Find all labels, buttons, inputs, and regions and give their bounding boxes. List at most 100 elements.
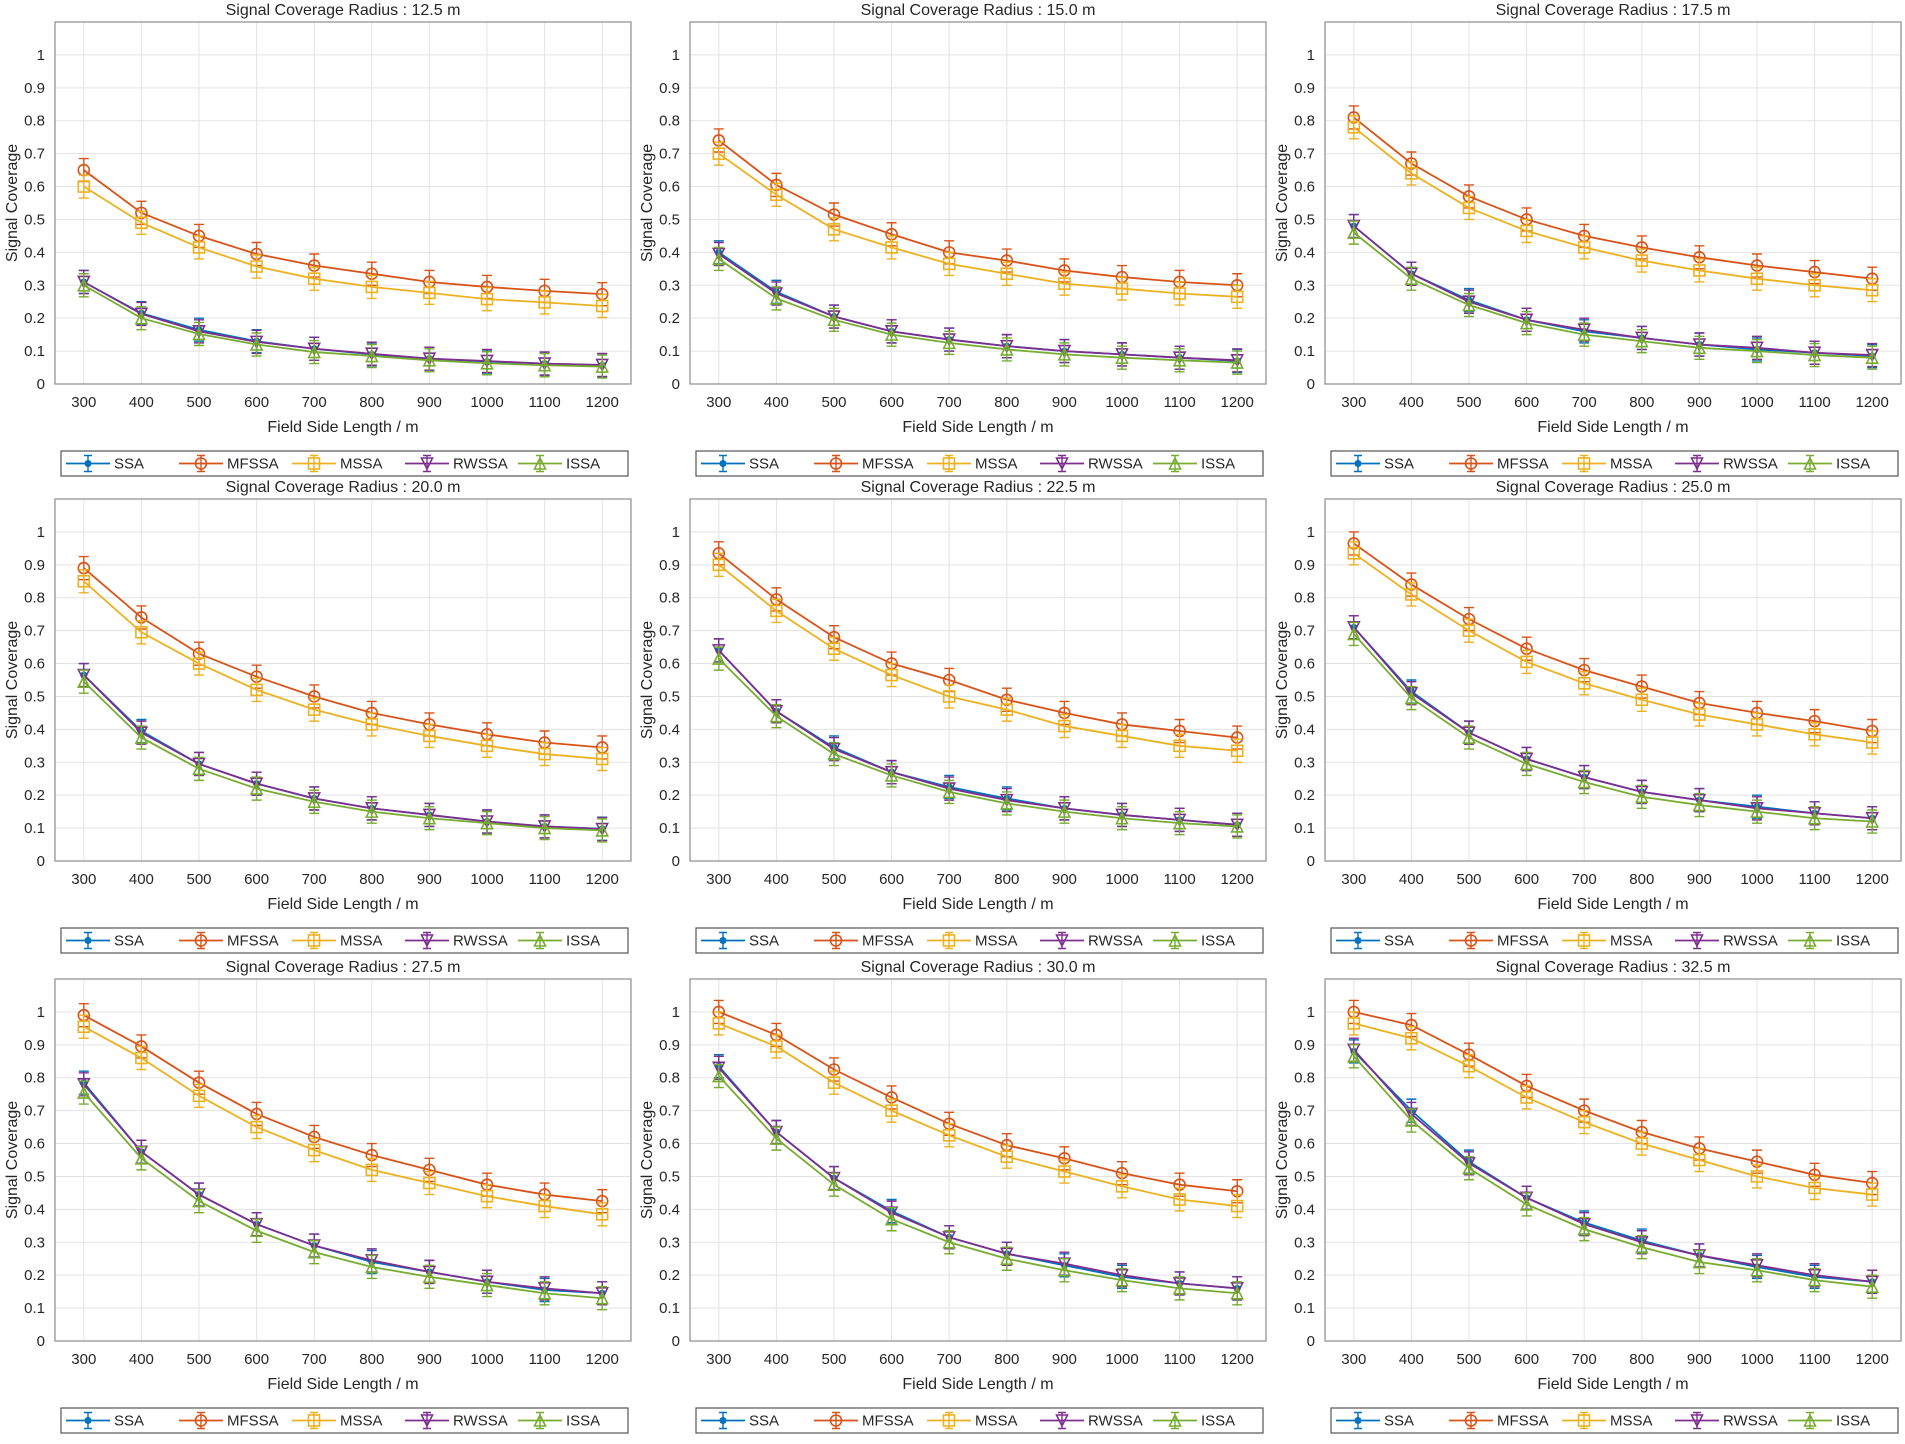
x-tick-label: 900	[1052, 394, 1077, 411]
y-tick-label: 0.8	[1294, 113, 1315, 130]
error-bar	[1464, 292, 1474, 318]
data-point-issa	[134, 730, 149, 744]
data-point-issa	[595, 823, 609, 837]
x-tick-label: 1200	[1221, 871, 1254, 888]
legend-8: SSA MFSSA MSSA RWSSA ISSA	[695, 1407, 1264, 1434]
legend-label: MSSA	[340, 933, 383, 950]
axes-box	[54, 498, 632, 862]
error-bar	[1521, 310, 1532, 336]
series-line-rwssa	[1353, 1049, 1873, 1283]
y-tick-label: 0.7	[24, 1103, 45, 1120]
legend-label: ISSA	[1836, 1413, 1870, 1430]
data-point-issa	[365, 1259, 379, 1274]
axes-box	[689, 498, 1267, 862]
x-tick-label: 600	[879, 871, 904, 888]
y-tick-label: 0.8	[659, 1070, 680, 1087]
legend-label: RWSSA	[453, 1413, 508, 1430]
error-bar	[1117, 806, 1127, 831]
data-point-issa	[422, 1269, 437, 1284]
error-bar	[136, 1146, 147, 1171]
error-bar	[539, 353, 550, 378]
y-tick-label: 0.8	[1294, 590, 1315, 607]
data-point-mssa	[1462, 201, 1476, 215]
x-tick-label: 800	[1629, 871, 1654, 888]
y-tick-label: 0.7	[659, 1103, 680, 1120]
error-bar	[78, 669, 89, 694]
data-point-mssa	[135, 625, 148, 639]
y-tick-label: 0.4	[24, 1201, 45, 1218]
y-tick-label: 1	[672, 1004, 680, 1021]
y-tick-label: 0.6	[1294, 656, 1315, 673]
data-point-issa	[1057, 347, 1072, 361]
error-bar	[1464, 1053, 1474, 1079]
error-bar	[1348, 541, 1359, 566]
legend-marker-mfssa	[829, 457, 843, 470]
data-point-mssa	[1405, 588, 1418, 601]
legend-label: SSA	[114, 456, 144, 473]
data-point-issa	[134, 1151, 149, 1165]
data-point-mssa	[1865, 736, 1879, 749]
data-point-mssa	[1115, 729, 1129, 743]
error-bar	[713, 246, 724, 272]
x-tick-label: 1000	[1740, 871, 1773, 888]
data-point-mssa	[1347, 546, 1361, 560]
error-bar	[886, 662, 897, 688]
legend-marker-rwssa	[1690, 934, 1704, 948]
data-point-mssa	[135, 1051, 148, 1065]
series-line-rwssa	[83, 1083, 603, 1295]
error-bar	[539, 741, 550, 767]
error-bar	[482, 1272, 492, 1298]
error-bar	[366, 343, 377, 369]
legend-label: RWSSA	[453, 456, 508, 473]
x-tick-label: 500	[1456, 871, 1481, 888]
error-bar	[1809, 1267, 1820, 1293]
y-tick-label: 0.4	[1294, 244, 1315, 261]
y-tick-label: 0.3	[24, 277, 45, 294]
data-point-issa	[942, 1234, 956, 1249]
legend-marker-ssa	[719, 937, 727, 944]
y-tick-label: 0.7	[24, 146, 45, 163]
x-tick-label: 1100	[1163, 1351, 1195, 1368]
subplot-title: Signal Coverage Radius : 20.0 m	[226, 479, 461, 496]
data-point-mssa	[423, 729, 436, 743]
legend-marker-rwssa	[1690, 457, 1704, 471]
x-tick-label: 600	[879, 1351, 904, 1368]
legend-marker-rwssa	[1055, 934, 1069, 948]
error-bar	[1232, 1193, 1243, 1219]
legend-marker-mfssa	[1464, 934, 1478, 947]
series-issa	[712, 246, 1244, 375]
x-tick-label: 400	[129, 871, 154, 888]
x-tick-label: 1000	[470, 1351, 503, 1368]
y-tick-label: 0.8	[24, 1070, 45, 1087]
y-tick-label: 0.6	[659, 656, 680, 673]
error-bar	[1636, 784, 1647, 810]
data-point-mssa	[1693, 708, 1706, 721]
data-point-mssa	[538, 1199, 551, 1213]
error-bar	[597, 818, 608, 843]
error-bar	[482, 1183, 492, 1209]
legend-label: MSSA	[975, 1413, 1018, 1430]
error-bar	[1809, 722, 1820, 747]
x-axis-label: Field Side Length / m	[902, 419, 1053, 436]
data-point-mssa	[1808, 278, 1821, 292]
error-bar	[1059, 271, 1070, 296]
error-bar	[1117, 345, 1127, 370]
legend-marker-mssa	[1577, 1414, 1591, 1427]
data-point-issa	[77, 1085, 91, 1099]
data-point-issa	[1172, 815, 1187, 830]
legend-label: ISSA	[566, 456, 600, 473]
data-point-mssa	[1230, 290, 1244, 304]
error-bar	[539, 815, 550, 841]
data-point-issa	[1692, 797, 1707, 812]
data-point-issa	[307, 344, 321, 359]
data-point-issa	[1750, 343, 1764, 358]
error-bar	[424, 1264, 435, 1290]
legend-marker-mfssa	[194, 457, 208, 470]
data-point-issa	[1577, 1221, 1591, 1236]
legend-marker-issa	[533, 1413, 547, 1427]
x-tick-label: 1200	[1856, 871, 1889, 888]
legend-label: MSSA	[975, 456, 1018, 473]
subplot-title: Signal Coverage Radius : 27.5 m	[226, 959, 461, 976]
series-issa	[1347, 1044, 1879, 1299]
error-bar	[424, 806, 435, 831]
